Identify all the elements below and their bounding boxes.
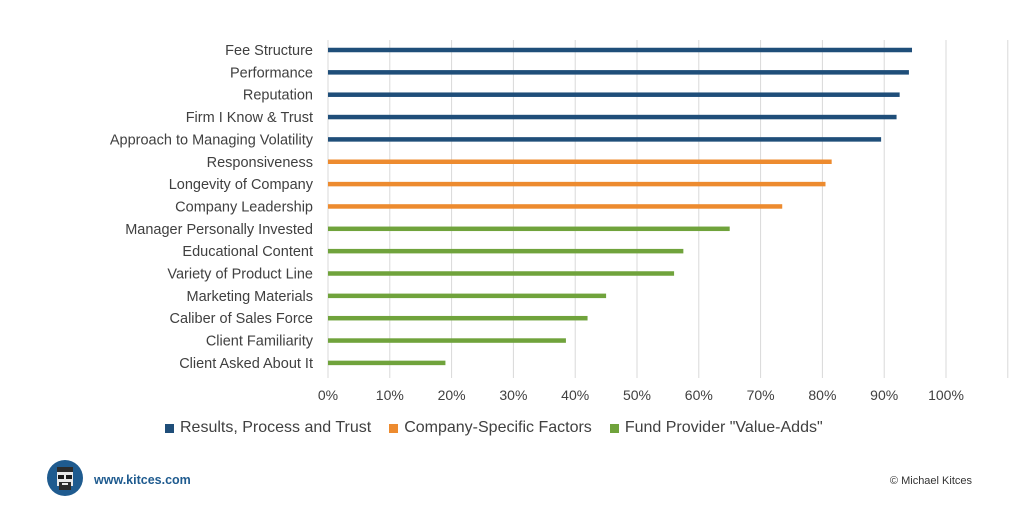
x-tick-label: 90%: [870, 387, 898, 403]
legend-swatch-results: [165, 423, 174, 433]
bar: [328, 338, 566, 343]
x-tick-labels: 0% 10% 20% 30% 40% 50% 60% 70% 80% 90% 100%: [318, 387, 964, 403]
category-label: Manager Personally Invested: [125, 222, 313, 238]
legend: Results, Process and Trust Company-Speci…: [165, 419, 823, 437]
footer-url-link[interactable]: www.kitces.com: [94, 473, 191, 487]
bar: [328, 47, 913, 53]
x-tick-label: 10%: [376, 387, 404, 403]
bar: [328, 315, 588, 321]
category-label: Reputation: [243, 88, 313, 104]
category-label: Variety of Product Line: [167, 267, 313, 283]
category-label: Fee Structure: [225, 43, 313, 59]
legend-item-results: Results, Process and Trust: [165, 419, 371, 437]
avatar-face-icon[interactable]: [47, 460, 83, 496]
category-labels: Fee Structure Performance Reputation Firm I…: [110, 43, 314, 372]
category-label: Responsiveness: [207, 155, 313, 171]
legend-label-company: Company-Specific Factors: [404, 419, 592, 436]
category-label: Marketing Materials: [186, 289, 313, 305]
bar: [328, 248, 684, 254]
gridlines: [327, 40, 1009, 378]
bar: [328, 70, 909, 75]
x-tick-label: 40%: [561, 387, 589, 403]
x-tick-label: 0%: [318, 387, 338, 403]
category-label: Educational Content: [182, 244, 313, 260]
bar: [328, 360, 446, 366]
category-label: Longevity of Company: [169, 177, 314, 193]
x-tick-label: 50%: [623, 387, 651, 403]
category-label: Client Familiarity: [206, 334, 314, 350]
category-label: Approach to Managing Volatility: [110, 132, 314, 148]
x-tick-label: 30%: [499, 387, 527, 403]
legend-swatch-value-adds: [609, 423, 619, 433]
category-label: Company Leadership: [175, 199, 313, 215]
bar: [328, 137, 882, 142]
x-tick-label: 80%: [808, 387, 836, 403]
bar: [328, 293, 607, 299]
bar: [328, 271, 675, 276]
legend-label-value-adds: Fund Provider "Value-Adds": [624, 419, 823, 436]
bar: [328, 159, 832, 164]
copyright-text: © Michael Kitces: [889, 475, 972, 487]
x-tick-label: 70%: [747, 387, 775, 403]
legend-label-results: Results, Process and Trust: [180, 419, 372, 436]
category-label: Firm I Know & Trust: [186, 110, 313, 126]
category-label: Performance: [230, 65, 313, 81]
bars: [328, 47, 913, 366]
bar: [328, 226, 730, 232]
legend-item-value-adds: Fund Provider "Value-Adds": [609, 419, 823, 437]
bar: [328, 114, 897, 120]
x-tick-label: 60%: [685, 387, 713, 403]
x-tick-label: 100%: [928, 387, 964, 403]
category-label: Caliber of Sales Force: [170, 311, 313, 327]
legend-item-company: Company-Specific Factors: [389, 419, 592, 437]
x-tick-label: 20%: [438, 387, 466, 403]
bar: [328, 92, 900, 97]
legend-swatch-company: [389, 423, 399, 433]
category-label: Client Asked About It: [179, 356, 313, 372]
bar: [328, 181, 826, 187]
bar: [328, 204, 783, 209]
